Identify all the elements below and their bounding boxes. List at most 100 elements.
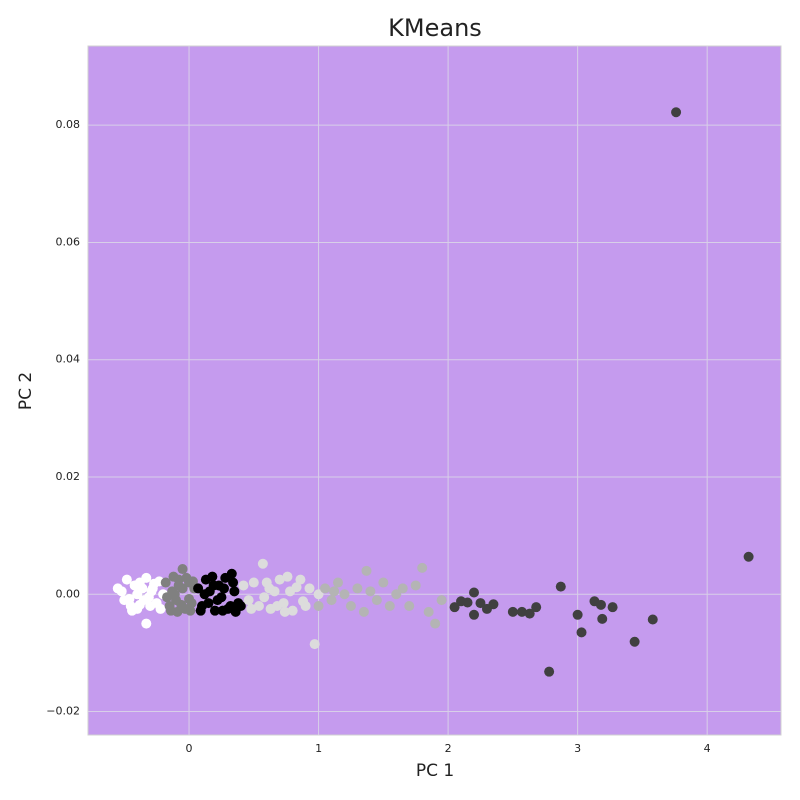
- point: [176, 599, 187, 610]
- point: [743, 551, 754, 562]
- point: [391, 589, 402, 600]
- point: [572, 609, 583, 620]
- point: [544, 666, 555, 677]
- point: [149, 578, 160, 589]
- y-tick-label: −0.02: [46, 705, 80, 718]
- point: [219, 583, 230, 594]
- point: [339, 589, 350, 600]
- point: [298, 596, 309, 607]
- point: [313, 600, 324, 611]
- point: [555, 581, 566, 592]
- point: [404, 600, 415, 611]
- point: [329, 586, 340, 597]
- point: [238, 580, 249, 591]
- point: [212, 595, 223, 606]
- point: [507, 606, 518, 617]
- point: [264, 583, 275, 594]
- point: [230, 606, 241, 617]
- point: [371, 595, 382, 606]
- point: [253, 600, 264, 611]
- point: [228, 577, 239, 588]
- point: [516, 606, 527, 617]
- point: [155, 603, 166, 614]
- point: [469, 587, 480, 598]
- x-tick-label: 4: [704, 742, 711, 755]
- point: [217, 605, 228, 616]
- point: [177, 583, 188, 594]
- point: [629, 636, 640, 647]
- point: [279, 606, 290, 617]
- y-tick-label: 0.04: [56, 353, 81, 366]
- point: [345, 600, 356, 611]
- point: [274, 574, 285, 585]
- point: [141, 618, 152, 629]
- point: [384, 600, 395, 611]
- point: [469, 609, 480, 620]
- point: [607, 602, 618, 613]
- point: [365, 586, 376, 597]
- point: [304, 583, 315, 594]
- point: [595, 599, 606, 610]
- x-tick-label: 2: [445, 742, 452, 755]
- x-tick-label: 0: [186, 742, 193, 755]
- x-axis-label: PC 1: [416, 761, 454, 781]
- point: [160, 577, 171, 588]
- point: [193, 583, 204, 594]
- point: [169, 589, 180, 600]
- point: [417, 562, 428, 573]
- point: [671, 107, 682, 118]
- point: [199, 589, 210, 600]
- point: [488, 599, 499, 610]
- y-tick-label: 0.08: [56, 118, 81, 131]
- point: [203, 598, 214, 609]
- point: [332, 577, 343, 588]
- y-tick-label: 0.00: [56, 587, 81, 600]
- point: [378, 577, 389, 588]
- x-tick-label: 3: [574, 742, 581, 755]
- point: [195, 605, 206, 616]
- point: [475, 598, 486, 609]
- point: [259, 592, 270, 603]
- point: [121, 574, 132, 585]
- point: [430, 618, 441, 629]
- point: [285, 586, 296, 597]
- x-tick-label: 1: [315, 742, 322, 755]
- point: [531, 602, 542, 613]
- point: [177, 564, 188, 575]
- point: [358, 606, 369, 617]
- point: [524, 608, 535, 619]
- y-axis-label: PC 2: [16, 372, 36, 410]
- point: [647, 614, 658, 625]
- point: [127, 605, 138, 616]
- point: [352, 583, 363, 594]
- point: [137, 583, 148, 594]
- point: [576, 627, 587, 638]
- point: [246, 603, 257, 614]
- point: [248, 577, 259, 588]
- chart-title: KMeans: [388, 14, 482, 42]
- point: [597, 613, 608, 624]
- point: [226, 568, 237, 579]
- point: [184, 593, 195, 604]
- point: [462, 597, 473, 608]
- point: [295, 574, 306, 585]
- y-tick-label: 0.02: [56, 470, 81, 483]
- plot-area: [87, 45, 782, 736]
- point: [173, 574, 184, 585]
- point: [272, 600, 283, 611]
- point: [185, 605, 196, 616]
- point: [309, 639, 320, 650]
- point: [187, 576, 198, 587]
- point: [397, 583, 408, 594]
- point: [320, 583, 331, 594]
- point: [449, 602, 460, 613]
- y-tick-label: 0.06: [56, 235, 81, 248]
- point: [207, 571, 218, 582]
- point: [146, 586, 157, 597]
- point: [124, 593, 135, 604]
- point: [229, 586, 240, 597]
- point: [282, 571, 293, 582]
- point: [326, 595, 337, 606]
- point: [313, 589, 324, 600]
- point: [361, 565, 372, 576]
